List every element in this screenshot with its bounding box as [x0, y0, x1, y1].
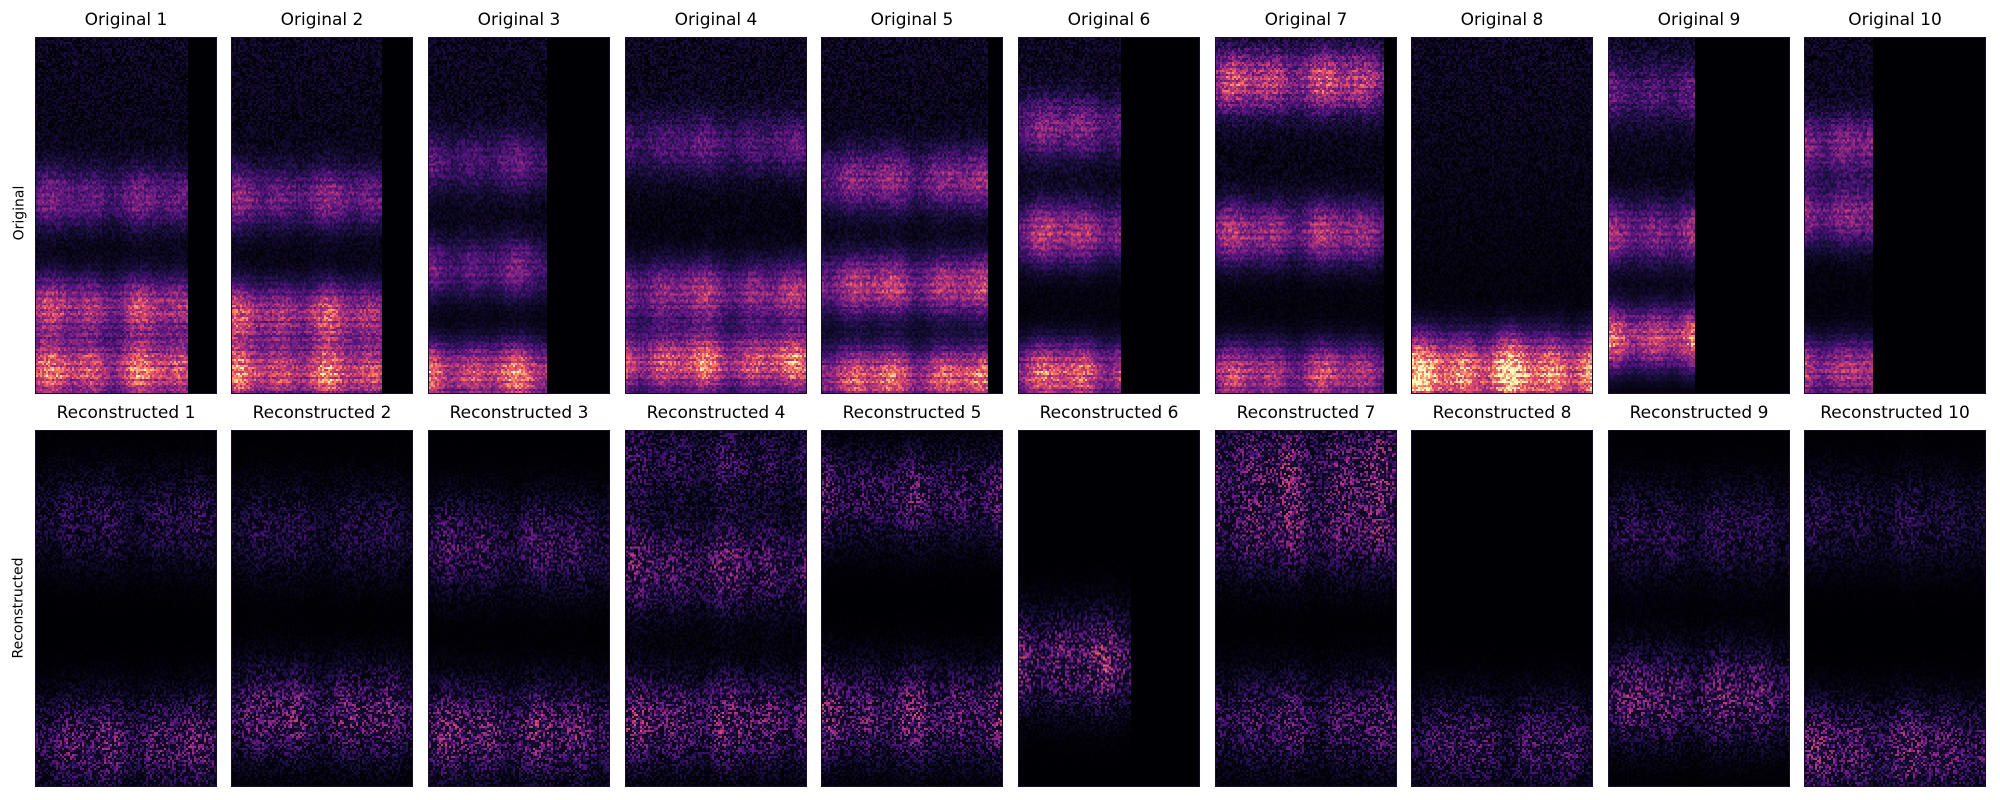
reconstructed-title-8: Reconstructed 8 — [1432, 403, 1572, 423]
reconstructed-title-3: Reconstructed 3 — [449, 403, 589, 423]
original-title-1: Original 1 — [84, 10, 168, 30]
reconstructed-spectrogram-10 — [1804, 430, 1986, 787]
original-spectrogram-8 — [1411, 37, 1593, 394]
spectrogram-canvas — [232, 431, 412, 786]
spectrogram-canvas — [1019, 38, 1199, 393]
reconstructed-spectrogram-6 — [1018, 430, 1200, 787]
row-label-reconstructed: Reconstructed — [10, 557, 27, 659]
original-title-10: Original 10 — [1848, 10, 1942, 30]
reconstructed-title-5: Reconstructed 5 — [842, 403, 982, 423]
reconstructed-title-2: Reconstructed 2 — [252, 403, 392, 423]
reconstructed-spectrogram-7 — [1215, 430, 1397, 787]
original-spectrogram-3 — [428, 37, 610, 394]
spectrogram-canvas — [1609, 431, 1789, 786]
original-spectrogram-4 — [625, 37, 807, 394]
spectrogram-canvas — [1805, 38, 1985, 393]
reconstructed-spectrogram-2 — [231, 430, 413, 787]
spectrogram-canvas — [1216, 38, 1396, 393]
reconstructed-spectrogram-3 — [428, 430, 610, 787]
spectrogram-canvas — [822, 431, 1002, 786]
reconstructed-title-1: Reconstructed 1 — [56, 403, 196, 423]
spectrogram-canvas — [232, 38, 412, 393]
spectrogram-canvas — [1609, 38, 1789, 393]
spectrogram-canvas — [1019, 431, 1199, 786]
original-spectrogram-5 — [821, 37, 1003, 394]
row-label-original: Original — [11, 185, 28, 241]
original-spectrogram-2 — [231, 37, 413, 394]
original-spectrogram-9 — [1608, 37, 1790, 394]
reconstructed-spectrogram-8 — [1411, 430, 1593, 787]
reconstructed-spectrogram-4 — [625, 430, 807, 787]
reconstructed-spectrogram-5 — [821, 430, 1003, 787]
spectrogram-canvas — [626, 431, 806, 786]
spectrogram-canvas — [36, 38, 216, 393]
original-title-3: Original 3 — [477, 10, 561, 30]
original-title-8: Original 8 — [1460, 10, 1544, 30]
original-title-7: Original 7 — [1264, 10, 1348, 30]
original-spectrogram-10 — [1804, 37, 1986, 394]
original-title-9: Original 9 — [1657, 10, 1741, 30]
original-title-4: Original 4 — [674, 10, 758, 30]
original-spectrogram-6 — [1018, 37, 1200, 394]
spectrogram-canvas — [626, 38, 806, 393]
original-title-2: Original 2 — [280, 10, 364, 30]
reconstructed-title-10: Reconstructed 10 — [1820, 403, 1970, 423]
spectrogram-canvas — [1412, 431, 1592, 786]
original-spectrogram-7 — [1215, 37, 1397, 394]
spectrogram-canvas — [429, 38, 609, 393]
spectrogram-canvas — [36, 431, 216, 786]
original-title-5: Original 5 — [870, 10, 954, 30]
reconstructed-title-6: Reconstructed 6 — [1039, 403, 1179, 423]
reconstructed-title-7: Reconstructed 7 — [1236, 403, 1376, 423]
reconstructed-spectrogram-1 — [35, 430, 217, 787]
original-title-6: Original 6 — [1067, 10, 1151, 30]
original-spectrogram-1 — [35, 37, 217, 394]
reconstructed-title-9: Reconstructed 9 — [1629, 403, 1769, 423]
spectrogram-canvas — [1216, 431, 1396, 786]
spectrogram-canvas — [822, 38, 1002, 393]
reconstructed-title-4: Reconstructed 4 — [646, 403, 786, 423]
reconstructed-spectrogram-9 — [1608, 430, 1790, 787]
spectrogram-canvas — [1805, 431, 1985, 786]
spectrogram-canvas — [1412, 38, 1592, 393]
spectrogram-canvas — [429, 431, 609, 786]
